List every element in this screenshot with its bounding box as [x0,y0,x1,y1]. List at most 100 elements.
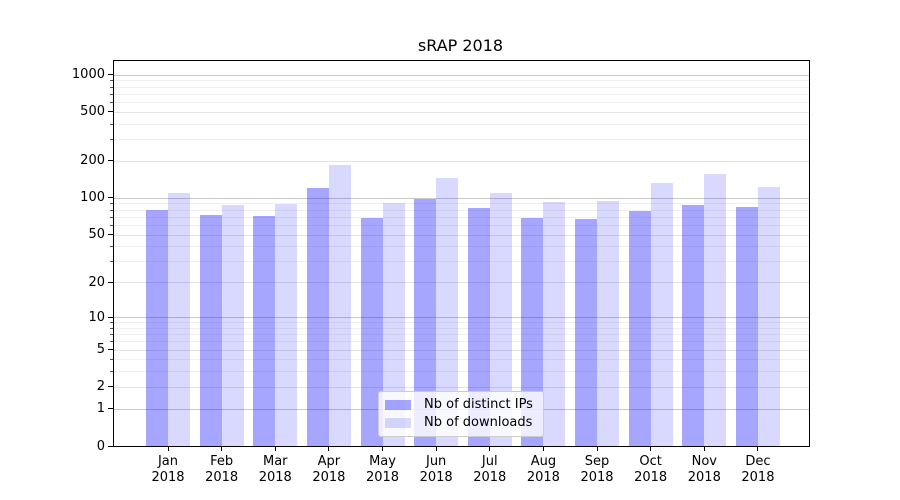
x-tick-label-year: 2018 [258,470,292,485]
y-minor-tick-mark [110,334,113,336]
x-tick-label-year: 2018 [526,470,560,485]
bar-downloads-jan [168,193,190,446]
x-tick-label-year: 2018 [687,470,721,485]
y-tick-label: 1000 [71,67,105,83]
bar-distinct-ips-feb [199,214,222,446]
x-tick-mark [221,446,223,451]
x-tick-label: Jan 2018 [136,454,200,486]
y-minor-tick-mark [110,139,113,141]
x-tick-label-year: 2018 [205,470,239,485]
legend-swatch-downloads [385,417,411,428]
gridline [114,111,809,113]
x-tick-label-month: Nov [691,454,717,469]
bar-downloads-mar [275,204,298,446]
bar-distinct-ips-may [360,218,383,446]
gridline-minor [114,209,809,211]
x-tick-label-year: 2018 [419,470,453,485]
legend-label-distinct-ips: Nb of distinct IPs [424,397,533,412]
gridline-minor [114,93,809,95]
legend: Nb of distinct IPs Nb of downloads [378,391,544,437]
bar-downloads-jul [489,192,512,446]
x-tick-label: Apr 2018 [297,454,361,486]
x-tick-mark [596,446,598,451]
x-tick-label-month: May [369,454,396,469]
gridline-minor [114,216,809,218]
y-minor-tick-mark [110,203,113,205]
y-tick-label: 50 [88,227,105,243]
bar-distinct-ips-nov [682,204,705,446]
bar-distinct-ips-dec [735,206,758,446]
y-tick-mark [108,234,113,236]
y-tick-mark [108,408,113,410]
x-tick-label-month: Feb [210,454,234,469]
x-tick-label-year: 2018 [741,470,775,485]
y-minor-tick-mark [110,322,113,324]
x-tick-label-month: Jan [157,454,179,469]
x-tick-label-year: 2018 [312,470,346,485]
y-tick-mark [108,197,113,199]
x-tick-mark [489,446,491,451]
y-minor-tick-mark [110,359,113,361]
x-tick-label: Oct 2018 [619,454,683,486]
gridline-minor [114,224,809,226]
x-tick-label: Nov 2018 [672,454,736,486]
x-tick-mark [542,446,544,451]
y-minor-tick-mark [110,224,113,226]
x-tick-label-month: Dec [745,454,771,469]
x-tick-mark [328,446,330,451]
legend-item-downloads: Nb of downloads [385,415,535,430]
bar-distinct-ips-oct [628,211,651,446]
bar-distinct-ips-aug [521,217,544,446]
gridline [114,160,809,162]
x-tick-mark [274,446,276,451]
y-tick-mark [108,281,113,283]
gridline [114,282,809,284]
x-tick-mark [167,446,169,451]
x-tick-label-year: 2018 [580,470,614,485]
x-tick-mark [757,446,759,451]
y-minor-tick-mark [110,209,113,211]
x-tick-mark [382,446,384,451]
gridline-major [114,317,809,319]
x-tick-label-year: 2018 [634,470,668,485]
y-tick-mark [108,111,113,113]
gridline-minor [114,359,809,361]
bar-downloads-jun [436,178,459,446]
y-tick-label: 500 [80,104,105,120]
y-tick-mark [108,316,113,318]
plot-area: 0 1 2 5 10 20 50 100 200 500 1000 Jan 2018 Feb 2018 Mar… [72,60,810,485]
bar-downloads-oct [650,183,673,446]
gridline-minor [114,334,809,336]
y-tick-label: 0 [96,438,105,454]
y-minor-tick-mark [110,101,113,103]
x-tick-label: Feb 2018 [190,454,254,486]
gridline-minor [114,341,809,343]
x-tick-label-month: Oct [639,454,662,469]
legend-label-downloads: Nb of downloads [424,415,533,430]
y-tick-label: 200 [80,153,105,169]
x-tick-label: Mar 2018 [243,454,307,486]
y-minor-tick-mark [110,80,113,82]
gridline-minor [114,101,809,103]
y-minor-tick-mark [110,341,113,343]
y-tick-label: 5 [96,342,105,358]
gridline-major [114,74,809,76]
x-tick-label-year: 2018 [365,470,400,485]
gridline-minor [114,327,809,329]
y-minor-tick-mark [110,261,113,263]
gridline-minor [114,80,809,82]
legend-swatch-distinct-ips [385,399,411,410]
gridline-minor [114,246,809,248]
x-tick-label-year: 2018 [473,470,507,485]
bar-downloads-apr [328,165,351,446]
x-tick-mark [703,446,705,451]
x-tick-label-month: Sep [584,454,610,469]
gridline [114,386,809,388]
gridline-minor [114,203,809,205]
x-tick-label-month: Aug [530,454,557,469]
bar-distinct-ips-jan [146,210,168,446]
y-minor-tick-mark [110,216,113,218]
y-minor-tick-mark [110,93,113,95]
x-tick-label-year: 2018 [151,470,185,485]
x-tick-label-month: Jun [425,454,447,469]
